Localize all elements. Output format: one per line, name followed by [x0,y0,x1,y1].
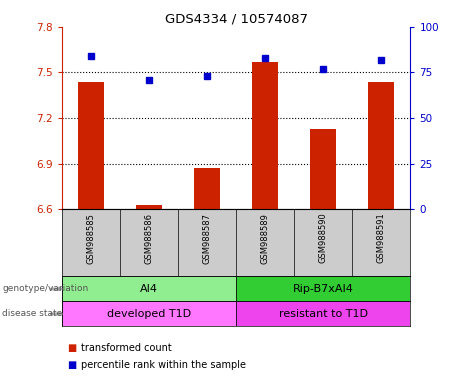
Text: GSM988590: GSM988590 [319,213,328,263]
Text: resistant to T1D: resistant to T1D [279,309,368,319]
Text: developed T1D: developed T1D [107,309,191,319]
Bar [236,276,410,301]
Bar [252,62,278,209]
Text: AI4: AI4 [140,284,158,294]
Bar [310,129,337,209]
Bar [78,81,104,209]
Bar [62,301,236,326]
Bar [136,205,162,209]
Text: percentile rank within the sample: percentile rank within the sample [81,360,246,370]
Bar [236,301,410,326]
Title: GDS4334 / 10574087: GDS4334 / 10574087 [165,13,308,26]
Text: Rip-B7xAI4: Rip-B7xAI4 [293,284,354,294]
Text: GSM988589: GSM988589 [261,213,270,263]
Text: GSM988586: GSM988586 [145,213,154,264]
Text: GSM988587: GSM988587 [203,213,212,264]
Text: disease state: disease state [2,310,63,318]
Bar [368,81,394,209]
Text: genotype/variation: genotype/variation [2,285,89,293]
Bar [62,276,236,301]
Text: ■: ■ [67,343,76,353]
Text: GSM988585: GSM988585 [87,213,96,263]
Text: ■: ■ [67,360,76,370]
Text: transformed count: transformed count [81,343,171,353]
Text: GSM988591: GSM988591 [377,213,386,263]
Bar [194,168,220,209]
